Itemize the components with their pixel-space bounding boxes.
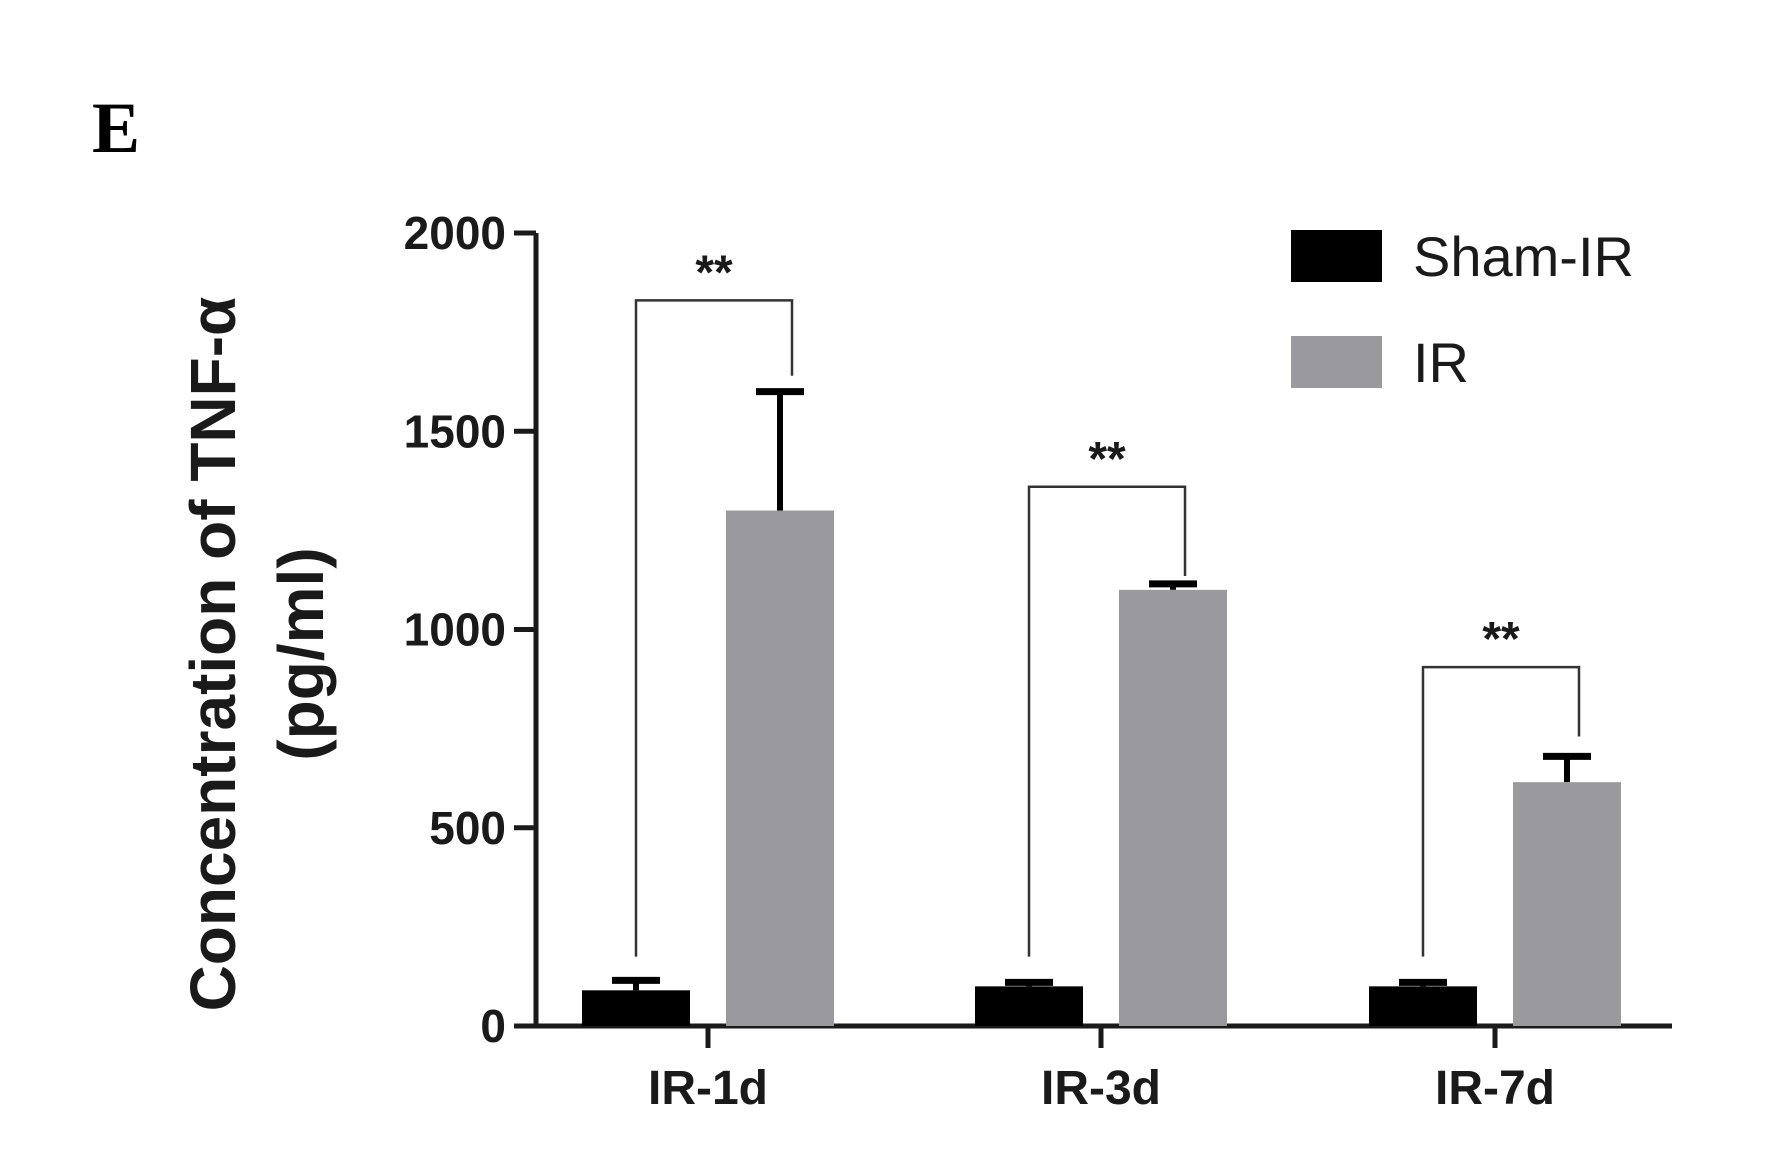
significance-label: ** [695,246,733,299]
legend-label-ir: IR [1413,331,1469,394]
x-tick-label: IR-7d [1435,1062,1555,1115]
legend-swatch-ir [1291,336,1382,388]
panel-label: E [92,88,140,168]
legend-label-sham-ir: Sham-IR [1413,225,1634,288]
significance-bracket [1421,665,1581,957]
x-tick-label: IR-1d [648,1062,768,1115]
y-axis-title-line1: Concentration of TNF-α [177,297,249,1012]
significance-label: ** [1482,613,1520,666]
significance-bracket [634,299,794,957]
bar-sham-ir-ir-1d [582,990,690,1026]
legend-swatch-sham-ir [1291,230,1382,282]
bar-ir-ir-7d [1513,782,1621,1026]
plot-area: 0 500 1000 1500 2000 IR-1d IR-3d IR-7d ** ** ** [404,207,1672,1115]
significance-bracket [1027,485,1187,957]
bar-ir-ir-3d [1119,589,1227,1026]
legend: Sham-IR IR [1291,225,1634,394]
y-axis-title-line2: (pg/ml) [265,547,337,760]
y-tick-label: 500 [429,802,506,854]
bar-sham-ir-ir-7d [1369,986,1477,1026]
y-tick-label: 0 [480,1000,506,1052]
bar-ir-ir-1d [726,510,834,1026]
y-axis-title: Concentration of TNF-α (pg/ml) [177,297,337,1012]
bar-sham-ir-ir-3d [975,986,1083,1026]
y-tick-label: 1500 [404,405,506,457]
significance-label: ** [1088,433,1126,486]
y-tick-label: 2000 [404,207,506,259]
x-tick-label: IR-3d [1041,1062,1161,1115]
y-tick-label: 1000 [404,604,506,656]
